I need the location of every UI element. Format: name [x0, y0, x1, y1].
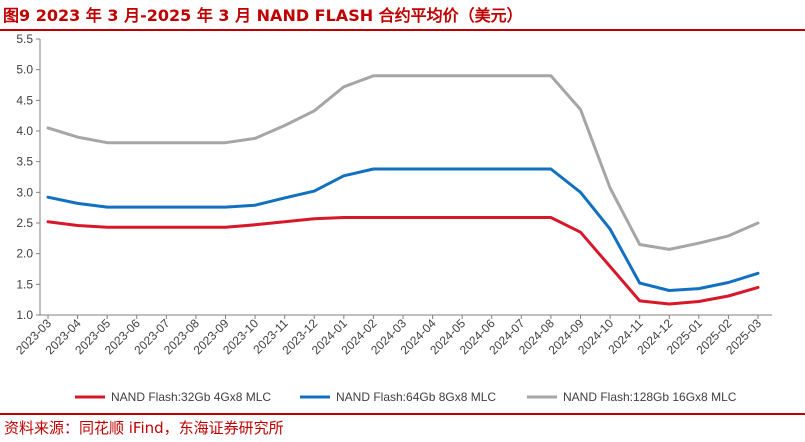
y-tick-label: 3.0: [16, 185, 33, 199]
source-rule: [0, 413, 805, 415]
y-tick-label: 4.0: [16, 124, 33, 138]
y-tick-label: 2.0: [16, 247, 33, 261]
x-tick-labels: 2023-032023-042023-052023-062023-072023-…: [13, 315, 764, 357]
line-chart: 1.0 1.5 2.0 2.5 3.0 3.5 4.0 4.5 5.0 5.5 2023-0320…: [13, 32, 772, 404]
legend-label: NAND Flash:128Gb 16Gx8 MLC: [563, 390, 737, 404]
legend-label: NAND Flash:64Gb 8Gx8 MLC: [336, 390, 496, 404]
y-tick-label: 1.5: [16, 277, 33, 291]
y-tick-label: 5.5: [16, 32, 33, 46]
title-rule: [0, 29, 805, 31]
series-line-2: [46, 167, 760, 292]
series-line-3: [46, 74, 760, 251]
y-tick-label: 5.0: [16, 63, 33, 77]
legend-label: NAND Flash:32Gb 4Gx8 MLC: [111, 390, 271, 404]
y-tick-label: 3.5: [16, 155, 33, 169]
y-tick-labels: 1.0 1.5 2.0 2.5 3.0 3.5 4.0 4.5 5.0 5.5: [16, 32, 40, 322]
axes: [39, 39, 772, 316]
source-note: 资料来源：同花顺 iFind，东海证券研究所: [4, 419, 284, 437]
series-lines: [46, 74, 760, 306]
y-tick-label: 1.0: [16, 308, 33, 322]
y-tick-label: 2.5: [16, 216, 33, 230]
y-tick-label: 4.5: [16, 93, 33, 107]
series-line-1: [46, 216, 760, 306]
figure-title: 图9 2023 年 3 月-2025 年 3 月 NAND FLASH 合约平均…: [3, 6, 523, 25]
legend: NAND Flash:32Gb 4Gx8 MLC NAND Flash:64Gb …: [75, 390, 737, 404]
